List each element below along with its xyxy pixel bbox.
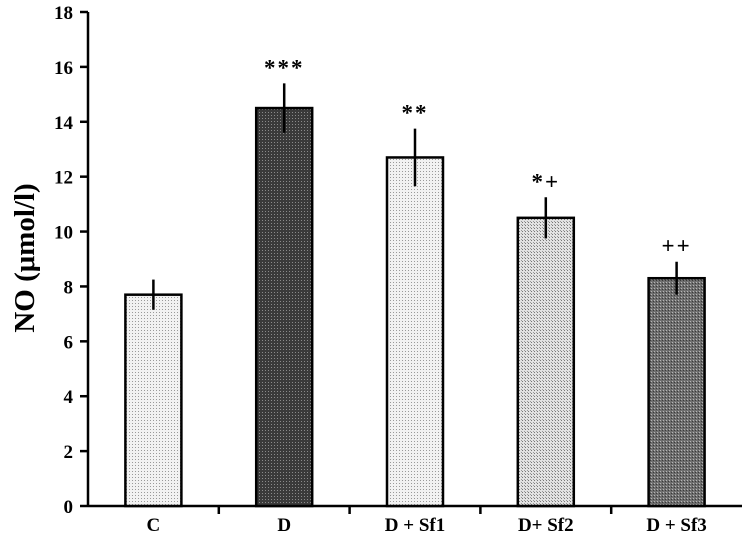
bar bbox=[385, 156, 445, 508]
bar bbox=[516, 216, 576, 508]
y-tick-label: 14 bbox=[54, 113, 74, 134]
y-tick-label: 12 bbox=[54, 168, 73, 189]
x-category-label: D bbox=[277, 515, 291, 536]
x-category-label: D + Sf1 bbox=[385, 515, 445, 536]
y-tick-label: 4 bbox=[64, 387, 74, 408]
x-category-label: D+ Sf2 bbox=[518, 515, 574, 536]
significance-label: *** bbox=[264, 55, 305, 80]
y-axis: 0 2 4 6 8 10 12 14 16 18 bbox=[54, 3, 90, 518]
x-axis: C D D + Sf1 D+ Sf2 D + Sf3 bbox=[88, 504, 742, 536]
y-tick-label: 8 bbox=[64, 277, 74, 298]
y-tick-label: 0 bbox=[64, 497, 74, 518]
y-tick-label: 6 bbox=[64, 332, 74, 353]
bar-series: ******+++ bbox=[124, 55, 706, 508]
y-tick-label: 16 bbox=[54, 58, 73, 79]
y-tick-label: 2 bbox=[64, 442, 74, 463]
significance-label: ++ bbox=[661, 234, 691, 259]
significance-label: *+ bbox=[531, 169, 560, 194]
x-category-label: C bbox=[147, 515, 161, 536]
significance-label: ** bbox=[402, 101, 429, 126]
y-tick-label: 10 bbox=[54, 223, 73, 244]
y-axis-title: NO (μmol/l) bbox=[9, 183, 41, 332]
x-category-label: D + Sf3 bbox=[646, 515, 706, 536]
bar bbox=[254, 106, 314, 508]
bar bbox=[647, 276, 706, 508]
y-tick-label: 18 bbox=[54, 3, 73, 24]
bar bbox=[124, 293, 183, 508]
